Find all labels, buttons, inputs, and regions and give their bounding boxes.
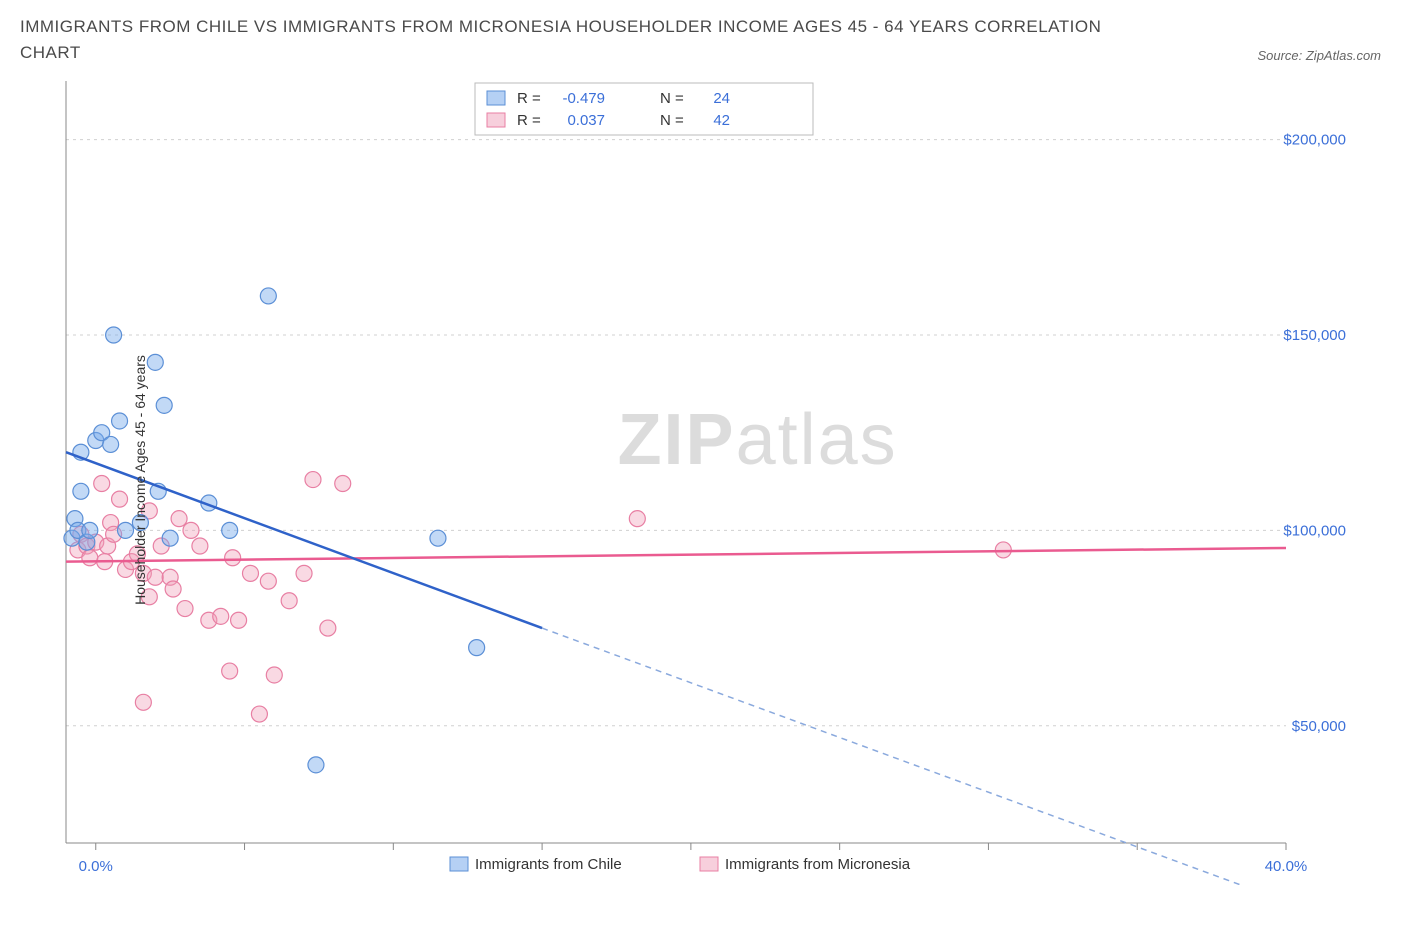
data-point bbox=[171, 511, 187, 527]
data-point bbox=[242, 565, 258, 581]
data-point bbox=[94, 475, 110, 491]
data-point bbox=[469, 640, 485, 656]
data-point bbox=[165, 581, 181, 597]
legend-n-blue: 24 bbox=[713, 90, 730, 107]
page-title: IMMIGRANTS FROM CHILE VS IMMIGRANTS FROM… bbox=[20, 14, 1120, 65]
data-point bbox=[106, 327, 122, 343]
data-point bbox=[213, 608, 229, 624]
data-point bbox=[225, 550, 241, 566]
bottom-legend-chile: Immigrants from Chile bbox=[475, 856, 622, 873]
y-tick-label: $200,000 bbox=[1283, 132, 1346, 149]
x-tick-label: 40.0% bbox=[1265, 858, 1308, 875]
data-point bbox=[192, 538, 208, 554]
data-point bbox=[231, 612, 247, 628]
data-point bbox=[260, 288, 276, 304]
trend-line-pink bbox=[66, 548, 1286, 562]
y-tick-label: $100,000 bbox=[1283, 522, 1346, 539]
legend-n-label: N = bbox=[660, 90, 684, 107]
data-point bbox=[308, 757, 324, 773]
source-text: Source: ZipAtlas.com bbox=[1257, 48, 1381, 63]
legend-r-label: R = bbox=[517, 90, 541, 107]
data-point bbox=[112, 413, 128, 429]
y-tick-label: $150,000 bbox=[1283, 327, 1346, 344]
bottom-swatch-blue bbox=[450, 857, 468, 871]
y-axis-label: Householder Income Ages 45 - 64 years bbox=[132, 355, 148, 605]
data-point bbox=[177, 601, 193, 617]
data-point bbox=[281, 593, 297, 609]
data-point bbox=[296, 565, 312, 581]
data-point bbox=[112, 491, 128, 507]
bottom-legend-micronesia: Immigrants from Micronesia bbox=[725, 856, 911, 873]
bottom-swatch-pink bbox=[700, 857, 718, 871]
data-point bbox=[629, 511, 645, 527]
data-point bbox=[147, 354, 163, 370]
data-point bbox=[162, 530, 178, 546]
scatter-chart: $50,000 $100,000 $150,000 $200,000 0.0% 40.0%… bbox=[20, 75, 1356, 885]
legend-n-pink: 42 bbox=[713, 112, 730, 129]
data-point bbox=[135, 694, 151, 710]
legend-n-label: N = bbox=[660, 112, 684, 129]
data-point bbox=[73, 483, 89, 499]
data-point bbox=[103, 436, 119, 452]
data-point bbox=[222, 663, 238, 679]
trend-line-blue-extrap bbox=[542, 628, 1286, 885]
data-point bbox=[251, 706, 267, 722]
data-point bbox=[222, 522, 238, 538]
data-point bbox=[156, 397, 172, 413]
data-point bbox=[305, 472, 321, 488]
y-tick-label: $50,000 bbox=[1292, 718, 1346, 735]
data-point bbox=[266, 667, 282, 683]
legend-swatch-blue bbox=[487, 91, 505, 105]
legend-r-pink: 0.037 bbox=[567, 112, 605, 129]
legend-r-label: R = bbox=[517, 112, 541, 129]
chart-container: Householder Income Ages 45 - 64 years ZI… bbox=[20, 75, 1386, 885]
x-tick-label: 0.0% bbox=[79, 858, 113, 875]
data-point bbox=[82, 550, 98, 566]
data-point bbox=[335, 475, 351, 491]
data-point bbox=[82, 522, 98, 538]
legend-swatch-pink bbox=[487, 113, 505, 127]
data-point bbox=[320, 620, 336, 636]
data-point bbox=[147, 569, 163, 585]
data-point bbox=[183, 522, 199, 538]
data-point bbox=[430, 530, 446, 546]
legend-r-blue: -0.479 bbox=[562, 90, 605, 107]
data-point bbox=[260, 573, 276, 589]
